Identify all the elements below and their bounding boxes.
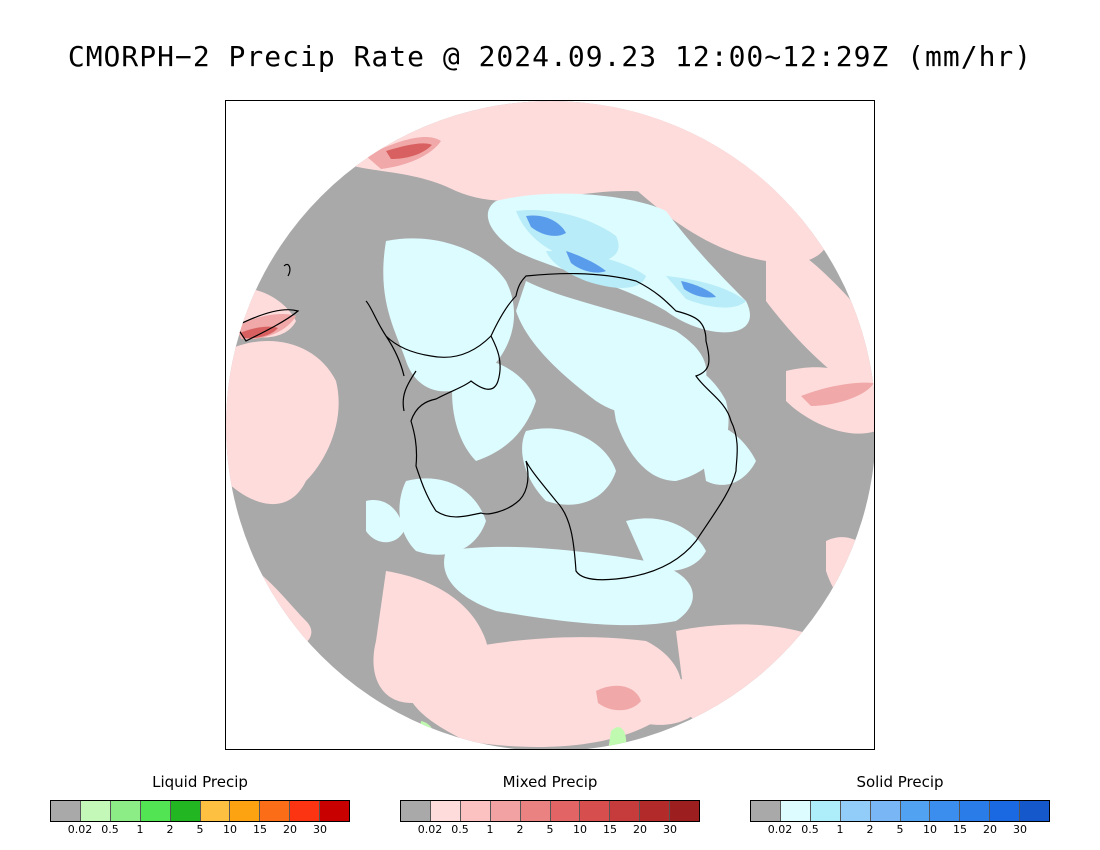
legend-tick-label: 0.02 (67, 823, 93, 836)
legend-tick-label: 0.5 (101, 823, 119, 836)
legend-swatch (199, 801, 230, 821)
legend-swatch (79, 801, 110, 821)
legend-swatch (549, 801, 580, 821)
legend-tick-label: 10 (223, 823, 237, 836)
legend-tick-label: 20 (983, 823, 997, 836)
legend-tick-label: 2 (516, 823, 524, 836)
south-america-coastline (235, 263, 300, 342)
legend-title: Mixed Precip (502, 773, 598, 791)
legend-tick-label: 20 (283, 823, 297, 836)
legend-tick-label: 0.5 (451, 823, 469, 836)
chart-title: CMORPH−2 Precip Rate @ 2024.09.23 12:00~… (67, 40, 1033, 73)
legend-ticks: 0.02 0.5 1 2 5 10 15 20 30 (400, 823, 700, 837)
legend-ticks: 0.02 0.5 1 2 5 10 15 20 30 (750, 823, 1050, 837)
legend-tick-label: 30 (663, 823, 677, 836)
legend-tick-label: 10 (573, 823, 587, 836)
solid-precip-heavy-areas (526, 215, 716, 298)
legend-swatch (751, 801, 780, 821)
legend-tick-label: 30 (1013, 823, 1027, 836)
legend-swatches (50, 800, 350, 822)
antarctica-coastline (410, 272, 738, 581)
legend-swatches (400, 800, 700, 822)
legend-tick-label: 5 (896, 823, 904, 836)
legend-swatch (1019, 801, 1050, 821)
legend-liquid: Liquid Precip 0.02 0.5 1 2 5 10 15 20 30 (50, 772, 350, 837)
legend-swatch (519, 801, 550, 821)
legend-swatch (809, 801, 840, 821)
legend-swatch (139, 801, 170, 821)
legend-swatch (959, 801, 990, 821)
legend-title: Solid Precip (856, 773, 944, 791)
antarctic-peninsula-coastline (365, 300, 492, 412)
legend-swatch (169, 801, 200, 821)
legend-ticks: 0.02 0.5 1 2 5 10 15 20 30 (50, 823, 350, 837)
legend-swatch (609, 801, 640, 821)
legend-swatch (319, 801, 350, 821)
legend-tick-label: 0.02 (767, 823, 793, 836)
legend-swatch (869, 801, 900, 821)
legend-tick-label: 10 (923, 823, 937, 836)
legend-tick-label: 15 (953, 823, 967, 836)
legend-swatch (109, 801, 140, 821)
legend-swatch (229, 801, 260, 821)
legend-tick-label: 0.02 (417, 823, 443, 836)
legend-swatch (259, 801, 290, 821)
legend-tick-label: 2 (166, 823, 174, 836)
legend-mixed: Mixed Precip 0.02 0.5 1 2 5 10 15 20 30 (400, 772, 700, 837)
legend-swatch (839, 801, 870, 821)
legend-swatch (459, 801, 490, 821)
legend-tick-label: 2 (866, 823, 874, 836)
legend-swatch (489, 801, 520, 821)
legend-tick-label: 1 (486, 823, 494, 836)
legend-tick-label: 1 (836, 823, 844, 836)
legend-swatch (899, 801, 930, 821)
legend-swatch (429, 801, 460, 821)
legend-tick-label: 30 (313, 823, 327, 836)
legend-tick-label: 5 (196, 823, 204, 836)
legend-title: Liquid Precip (152, 773, 248, 791)
legend-swatch (51, 801, 80, 821)
precip-map-svg (226, 101, 874, 749)
legend-tick-label: 1 (136, 823, 144, 836)
legend-swatch (929, 801, 960, 821)
mixed-precip-light-areas (226, 101, 874, 747)
map-disc (226, 101, 874, 749)
legend-swatch (289, 801, 320, 821)
legend-swatch (401, 801, 430, 821)
legend-swatches (750, 800, 1050, 822)
legend-swatch (639, 801, 670, 821)
legend-swatch (669, 801, 700, 821)
legend-swatch (779, 801, 810, 821)
legend-tick-label: 20 (633, 823, 647, 836)
legend-tick-label: 15 (603, 823, 617, 836)
legend-tick-label: 5 (546, 823, 554, 836)
legend-tick-label: 15 (253, 823, 267, 836)
legend-swatch (989, 801, 1020, 821)
legend-swatch (579, 801, 610, 821)
polar-map (225, 100, 875, 750)
legend-tick-label: 0.5 (801, 823, 819, 836)
legend-solid: Solid Precip 0.02 0.5 1 2 5 10 15 20 30 (750, 772, 1050, 837)
